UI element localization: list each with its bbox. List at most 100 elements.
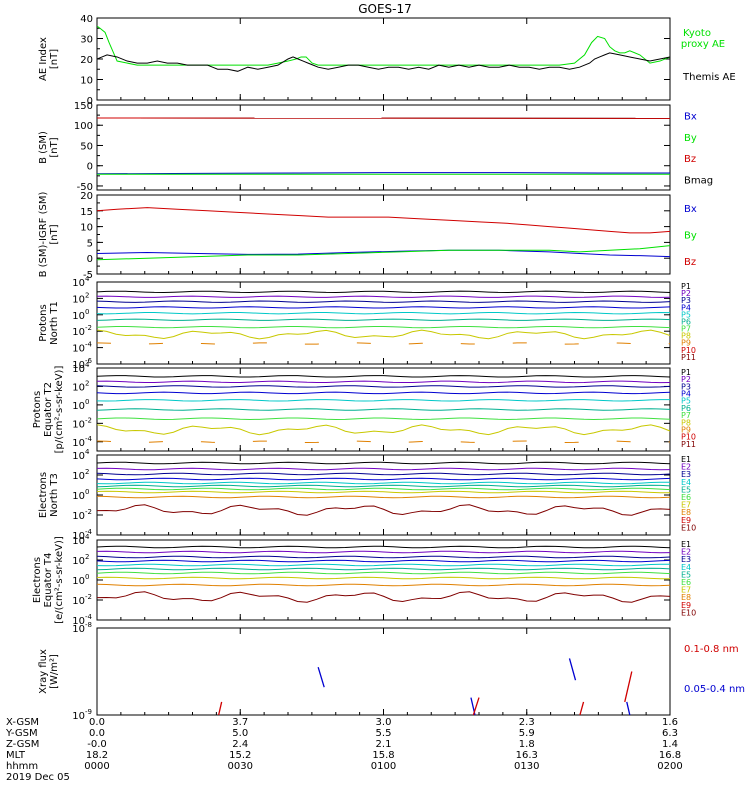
legend-entry: P3 (681, 296, 691, 305)
legend-entry: E6 (681, 493, 691, 502)
y-tick-exponent: 0 (85, 308, 89, 316)
panel-b: -50 0 50 100 150 B (SM) [nT] Bx By Bz Bmag (38, 101, 713, 193)
y-axis-label: [nT] (49, 224, 60, 244)
flux-level-line (97, 490, 670, 494)
legend-entry: P1 (681, 368, 691, 377)
y-tick-exponent: -9 (85, 708, 92, 716)
y-tick-label: 10 (72, 624, 85, 635)
legend-entry: P11 (681, 353, 696, 362)
legend-entry: E1 (681, 455, 691, 464)
legend-entry: 0.05-0.4 nm (684, 684, 745, 695)
legend-entry: P4 (681, 303, 691, 312)
x-axis-value: 0.0 (89, 728, 105, 739)
y-tick-label: 10 (72, 401, 85, 412)
x-axis-value: 0130 (514, 761, 539, 772)
flux-level-line (97, 481, 670, 485)
flux-level-line (97, 461, 670, 465)
x-axis-value: 15.2 (229, 750, 251, 761)
y-axis-label: North T1 (49, 301, 60, 345)
y-tick-exponent: 4 (85, 448, 90, 456)
y-tick-label: 10 (72, 711, 85, 722)
y-tick-exponent: -4 (85, 341, 93, 349)
series-line (97, 52, 670, 72)
x-axis-row-label: Y-GSM (5, 728, 38, 739)
legend-entry: E8 (681, 593, 691, 602)
x-axis-value: 5.9 (519, 728, 535, 739)
flux-level-line (97, 295, 670, 298)
y-tick-exponent: -6 (85, 357, 93, 365)
x-axis-value: 0.0 (89, 717, 105, 728)
y-axis-label: B (SM) (38, 131, 49, 164)
y-tick-label: 10 (72, 491, 85, 502)
panel-frame (96, 194, 671, 275)
y-tick-label: -50 (77, 182, 93, 193)
legend-entry: E4 (681, 563, 691, 572)
x-axis-value: 2.3 (519, 717, 535, 728)
flux-level-line (97, 555, 670, 559)
y-tick-label: 10 (72, 531, 85, 542)
flux-level-line (97, 391, 670, 395)
y-tick-label: 10 (72, 344, 85, 355)
x-axis-value: 15.8 (372, 750, 394, 761)
flux-level-line (97, 477, 670, 481)
x-axis-value: 3.7 (232, 717, 248, 728)
y-tick-exponent: 0 (85, 488, 89, 496)
data-layer (97, 207, 670, 261)
series-line (97, 245, 670, 261)
y-tick-exponent: -2 (85, 416, 92, 424)
y-tick-label: -5 (83, 270, 93, 281)
y-tick-exponent: 4 (85, 275, 90, 283)
legend: 0.1-0.8 nm 0.05-0.4 nm (684, 644, 745, 695)
y-tick-label: 10 (72, 327, 85, 338)
x-axis-value: 2.4 (232, 739, 248, 750)
legend-entry: E1 (681, 540, 691, 549)
flux-level-line (97, 495, 670, 499)
flux-level-line (97, 504, 670, 516)
y-axis-label: [nT] (49, 49, 60, 69)
x-axis-row-label: Z-GSM (6, 739, 39, 750)
y-axis-label: AE Index (38, 37, 49, 81)
series-line (97, 25, 670, 66)
flux-level-line (97, 408, 670, 411)
x-axis-date: 2019 Dec 05 (6, 772, 70, 783)
y-tick-label: 10 (80, 223, 93, 234)
legend-entry: P6 (681, 317, 691, 326)
y-tick-label: 10 (72, 596, 85, 607)
legend-entry: Bx (684, 112, 697, 123)
xray-segment (472, 697, 480, 715)
flux-level-line (97, 318, 670, 321)
flux-level-line (97, 375, 670, 378)
series-line (97, 172, 670, 175)
flux-level-line (97, 567, 670, 571)
flux-level-line (97, 300, 670, 303)
y-tick-label: 10 (72, 364, 85, 375)
legend-entry: E5 (681, 570, 691, 579)
legend-entry: proxy AE (681, 39, 725, 50)
x-axis-value: 0000 (84, 761, 109, 772)
y-tick-label: 10 (72, 556, 85, 567)
y-tick-exponent: 2 (85, 291, 89, 299)
legend-entry: P10 (681, 346, 696, 355)
y-tick-label: 10 (72, 438, 85, 449)
xray-segment (217, 701, 223, 715)
legend-entry: P10 (681, 433, 696, 442)
legend-entry: E7 (681, 586, 691, 595)
panel-frame (96, 627, 671, 716)
y-tick-label: 10 (72, 616, 85, 627)
y-tick-exponent: -4 (85, 528, 93, 536)
x-axis-value: -0.0 (87, 739, 107, 750)
flux-level-line (97, 290, 670, 293)
legend-entry: P7 (681, 411, 691, 420)
y-tick-exponent: 0 (85, 573, 89, 581)
flux-level-line (97, 550, 670, 554)
xray-segment (317, 666, 325, 688)
flux-level-line (97, 467, 670, 471)
y-tick-label: 30 (80, 35, 93, 46)
y-tick-label: 100 (74, 121, 93, 132)
y-axis-label: B (SM)-IGRF (SM) (38, 192, 49, 278)
data-layer (97, 375, 670, 444)
flux-level-line (97, 576, 670, 580)
